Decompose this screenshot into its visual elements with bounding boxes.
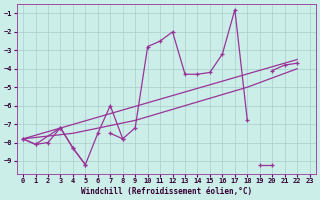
X-axis label: Windchill (Refroidissement éolien,°C): Windchill (Refroidissement éolien,°C) <box>81 187 252 196</box>
